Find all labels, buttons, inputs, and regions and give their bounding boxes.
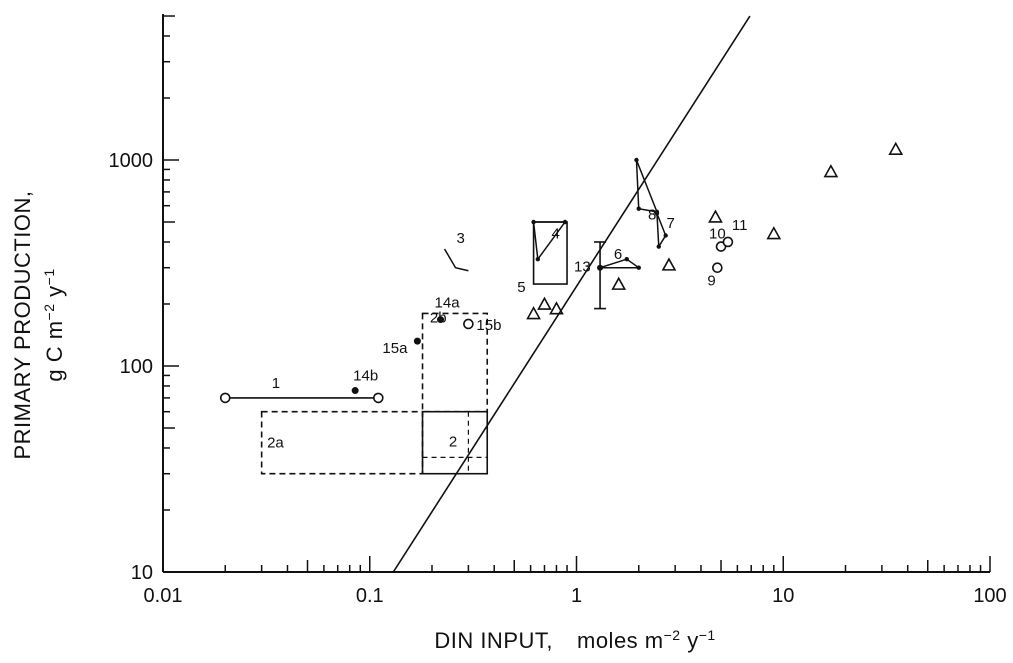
triangle-label-4: 4 (551, 225, 559, 242)
filled-point-15a (413, 337, 421, 345)
filled-point-14a (437, 316, 445, 324)
range-label-1: 1 (272, 375, 280, 392)
x-tick-label: 1 (571, 585, 582, 607)
open-point-11 (722, 236, 734, 248)
open-point-9 (712, 262, 723, 274)
triangle-8-vertex (654, 209, 660, 215)
range-1-start-marker (219, 392, 231, 404)
triangle-marker-3 (549, 301, 564, 315)
filled-point-label-14b: 14b (353, 368, 378, 385)
triangle-marker-6 (708, 209, 723, 223)
triangle-6-vertex (597, 265, 603, 270)
triangle-8-vertex (634, 157, 639, 163)
box-5 (532, 221, 568, 285)
y-tick-label: 10 (131, 562, 153, 584)
triangle-marker-2 (537, 296, 552, 310)
triangle-marker-7 (766, 226, 782, 240)
triangle-8-vertex (636, 206, 641, 211)
triangle-label-7: 7 (666, 215, 674, 232)
triangle-7-vertex (663, 233, 668, 238)
range-1-end-marker (373, 392, 384, 404)
plot-frame: 0.01 0.1 1 10 100 10 100 1000 (109, 14, 1007, 607)
chart-marks: 22a2b51134678314a14b15a15b91011 (219, 15, 904, 572)
filled-point-14b (351, 387, 359, 395)
triangle-marker-8 (823, 164, 839, 178)
triangle-7-vertex (656, 244, 661, 249)
open-point-label-11: 11 (732, 217, 748, 234)
box-label-2a: 2a (267, 435, 284, 452)
open-point-label-15b: 15b (476, 317, 501, 334)
triangle-4-vertex (562, 219, 568, 225)
segment-label-3: 3 (457, 230, 465, 247)
triangle-label-6: 6 (614, 246, 622, 263)
box-label-5: 5 (517, 279, 525, 296)
triangle-6-vertex (636, 265, 641, 270)
x-tick-label: 100 (973, 585, 1006, 607)
open-point-label-9: 9 (707, 273, 715, 290)
box-2b (421, 312, 489, 413)
segment-3 (443, 248, 469, 272)
triangle-4 (532, 221, 567, 262)
triangle-marker-5 (661, 257, 677, 271)
y-axis-title-line-2: g C m−2 y−1 (41, 268, 67, 381)
triangle-label-8: 8 (648, 207, 656, 224)
triangle-6 (599, 258, 642, 269)
box-label-2: 2 (449, 434, 457, 451)
filled-point-label-14a: 14a (435, 295, 461, 312)
triangle-marker-9 (888, 141, 904, 155)
y-tick-label: 100 (120, 356, 153, 378)
triangle-7 (656, 213, 667, 249)
range-label-13: 13 (574, 259, 591, 276)
triangle-8 (635, 159, 659, 213)
reference-line (392, 15, 751, 572)
x-tick-label: 0.1 (356, 585, 384, 607)
y-tick-label: 1000 (109, 150, 154, 172)
triangle-4-vertex (535, 256, 541, 262)
x-axis-title: DIN INPUT, moles m−2 y−1 (434, 627, 715, 653)
triangle-marker-1 (526, 306, 541, 320)
triangle-6-vertex (624, 256, 629, 262)
x-tick-label: 10 (772, 585, 794, 607)
filled-point-label-15a: 15a (382, 340, 408, 357)
x-tick-label: 0.01 (144, 585, 183, 607)
triangle-4-vertex (531, 219, 536, 225)
open-point-15b (463, 318, 474, 330)
open-point-label-10: 10 (709, 226, 726, 243)
box-2a (260, 410, 424, 475)
y-axis-title-line-1: PRIMARY PRODUCTION, (10, 190, 35, 459)
triangle-marker-4 (611, 276, 627, 290)
